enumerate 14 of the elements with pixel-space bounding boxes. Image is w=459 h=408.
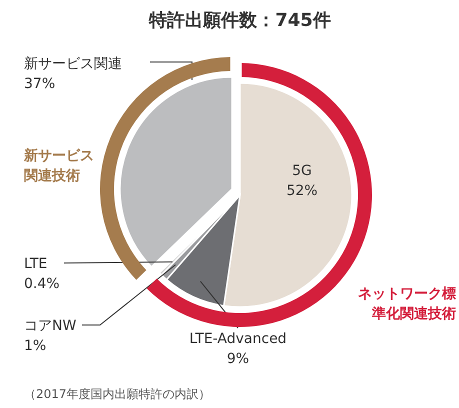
slice-label: 新サービス関連 — [24, 56, 122, 72]
slice-label: コアNW — [24, 318, 76, 334]
data-label: 52% — [286, 183, 318, 199]
text: （2017年度国内出願特許の内訳） — [24, 387, 211, 401]
slice-label: 5G — [292, 163, 312, 179]
data-label: 37% — [24, 76, 56, 92]
slice-label: 新サービス関連技術 — [23, 147, 94, 184]
data-label: 0.4% — [24, 276, 60, 292]
data-label: 1% — [24, 338, 46, 354]
slice-label: LTE — [24, 256, 48, 272]
slice-label: ネットワーク標準化関連技術 — [358, 286, 456, 322]
slice-label: LTE-Advanced — [189, 331, 287, 347]
chart-title: 特許出願件数：745件 — [148, 10, 331, 31]
data-label: 9% — [226, 351, 250, 367]
